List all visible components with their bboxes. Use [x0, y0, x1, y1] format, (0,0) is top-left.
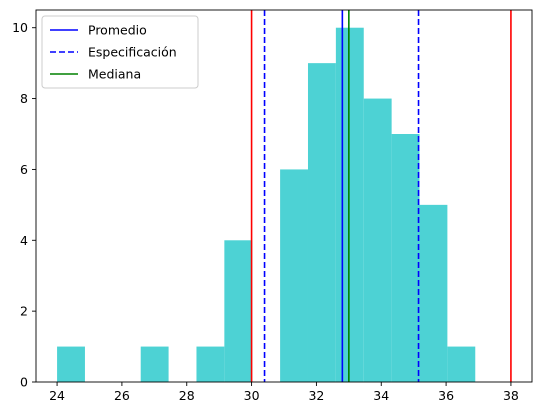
- y-tick-label: 4: [20, 233, 28, 248]
- legend-label: Mediana: [88, 67, 141, 82]
- y-axis: 0 2 4 6 8 10: [12, 20, 36, 389]
- x-axis: 24 26 28 30 32 34 36 38: [49, 382, 519, 403]
- histogram-bar-13: [420, 205, 448, 382]
- x-tick-label: 28: [179, 388, 195, 403]
- y-tick-label: 0: [20, 375, 28, 390]
- legend: Promedio Especificación Mediana: [42, 16, 198, 88]
- x-tick-label: 32: [308, 388, 324, 403]
- histogram-bar-9: [308, 63, 336, 382]
- x-tick-label: 38: [503, 388, 519, 403]
- histogram-bar-14: [447, 347, 475, 382]
- histogram-bar-0: [57, 347, 85, 382]
- y-tick-label: 6: [20, 162, 28, 177]
- x-tick-label: 34: [373, 388, 389, 403]
- y-tick-label: 2: [20, 304, 28, 319]
- histogram-bar-10: [336, 28, 364, 382]
- x-tick-label: 26: [114, 388, 130, 403]
- histogram-bar-8: [280, 169, 308, 382]
- histogram-bar-6: [224, 240, 252, 382]
- x-tick-label: 30: [244, 388, 260, 403]
- histogram-bar-11: [364, 99, 392, 382]
- histogram-bar-12: [392, 134, 420, 382]
- histogram-bar-3: [141, 347, 169, 382]
- y-tick-label: 10: [12, 20, 28, 35]
- x-tick-label: 36: [438, 388, 454, 403]
- legend-label: Especificación: [88, 45, 177, 60]
- legend-label: Promedio: [88, 23, 147, 38]
- histogram-bar-5: [196, 347, 224, 382]
- y-tick-label: 8: [20, 91, 28, 106]
- x-tick-label: 24: [49, 388, 65, 403]
